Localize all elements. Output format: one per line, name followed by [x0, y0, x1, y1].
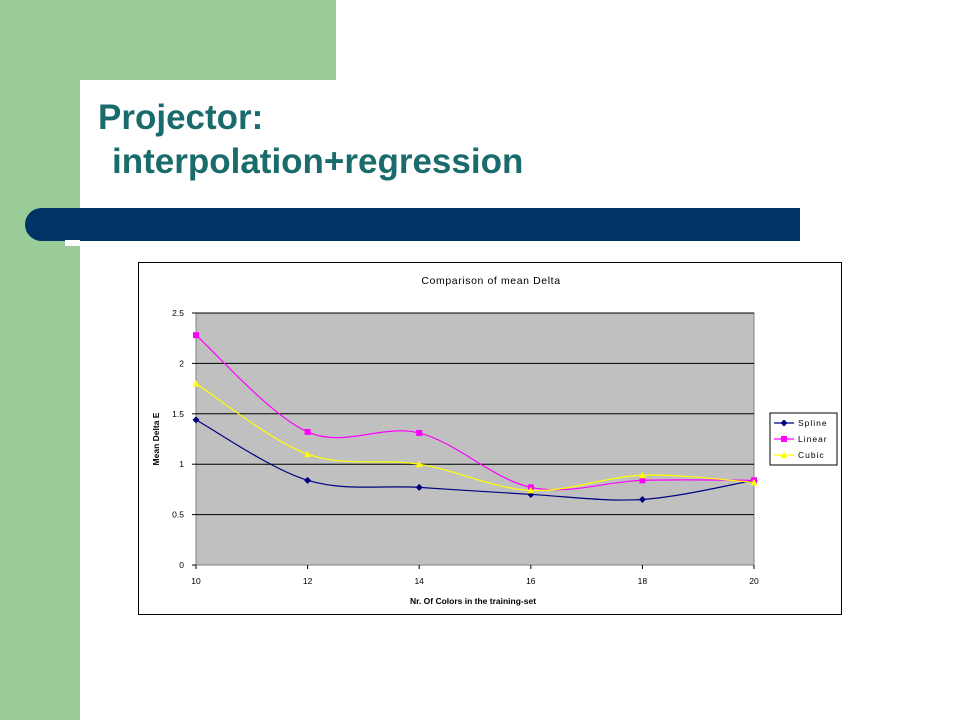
x-tick-label: 18 — [638, 576, 648, 586]
series-line-linear — [195, 334, 755, 491]
x-tick-label: 16 — [526, 576, 536, 586]
x-tick-label: 10 — [191, 576, 201, 586]
y-tick-label: 1 — [179, 459, 184, 469]
data-point-spline — [192, 416, 200, 424]
data-point-cubic — [415, 460, 423, 468]
slide-title-line2: interpolation+regression — [112, 142, 524, 181]
divider-notch — [65, 240, 80, 246]
x-axis-label: Nr. Of Colors in the training-set — [410, 596, 536, 606]
left-decorative-band — [0, 0, 80, 720]
y-tick-label: 2.5 — [172, 308, 184, 318]
slide-title: Projector: interpolation+regression — [98, 96, 523, 184]
legend-marker-spline — [780, 419, 788, 427]
data-point-cubic — [527, 486, 535, 494]
data-point-linear — [416, 429, 423, 436]
plot-area — [195, 312, 755, 566]
data-point-cubic — [192, 380, 200, 387]
series-cubic — [192, 380, 758, 494]
x-tick-label: 14 — [414, 576, 424, 586]
x-tick-label: 20 — [749, 576, 759, 586]
data-point-spline — [304, 476, 312, 484]
legend-label-spline: Spline — [798, 418, 828, 428]
x-axis-ticks: 10 12 14 16 18 20 — [191, 565, 759, 586]
data-point-spline — [415, 483, 423, 491]
data-point-linear — [304, 428, 311, 435]
data-point-linear — [193, 332, 199, 339]
data-point-linear — [639, 477, 646, 484]
chart-title: Comparison of mean Delta — [421, 275, 560, 287]
data-point-cubic — [304, 450, 312, 458]
chart-legend: Spline Linear Cubic — [769, 412, 838, 466]
legend-marker-linear — [781, 436, 787, 442]
gridlines — [196, 312, 754, 516]
series-layer — [192, 332, 758, 503]
y-axis-ticks: 0 0.5 1 1.5 2 2.5 — [172, 308, 196, 570]
line-chart: Comparison of mean Delta 0 0.5 1 1.5 2 2.5 10… — [151, 275, 838, 606]
title-divider-bar — [25, 208, 800, 241]
y-tick-label: 2 — [179, 358, 184, 368]
y-tick-label: 1.5 — [172, 409, 184, 419]
legend-label-linear: Linear — [798, 434, 828, 444]
legend-label-cubic: Cubic — [798, 450, 825, 460]
legend-marker-cubic — [780, 451, 788, 458]
slide-title-line1: Projector: — [98, 98, 264, 137]
data-point-cubic — [750, 478, 758, 486]
y-axis-label: Mean Delta E — [151, 412, 161, 465]
data-point-cubic — [638, 471, 646, 479]
x-tick-label: 12 — [303, 576, 313, 586]
title-area-corner — [80, 80, 336, 200]
data-point-spline — [638, 495, 646, 503]
series-line-cubic — [195, 383, 755, 492]
y-tick-label: 0 — [179, 560, 184, 570]
chart-frame: Comparison of mean Delta 0 0.5 1 1.5 2 2.5 10… — [138, 262, 842, 615]
series-line-spline — [195, 419, 755, 501]
top-decorative-band — [80, 0, 336, 80]
y-tick-label: 0.5 — [172, 510, 184, 520]
